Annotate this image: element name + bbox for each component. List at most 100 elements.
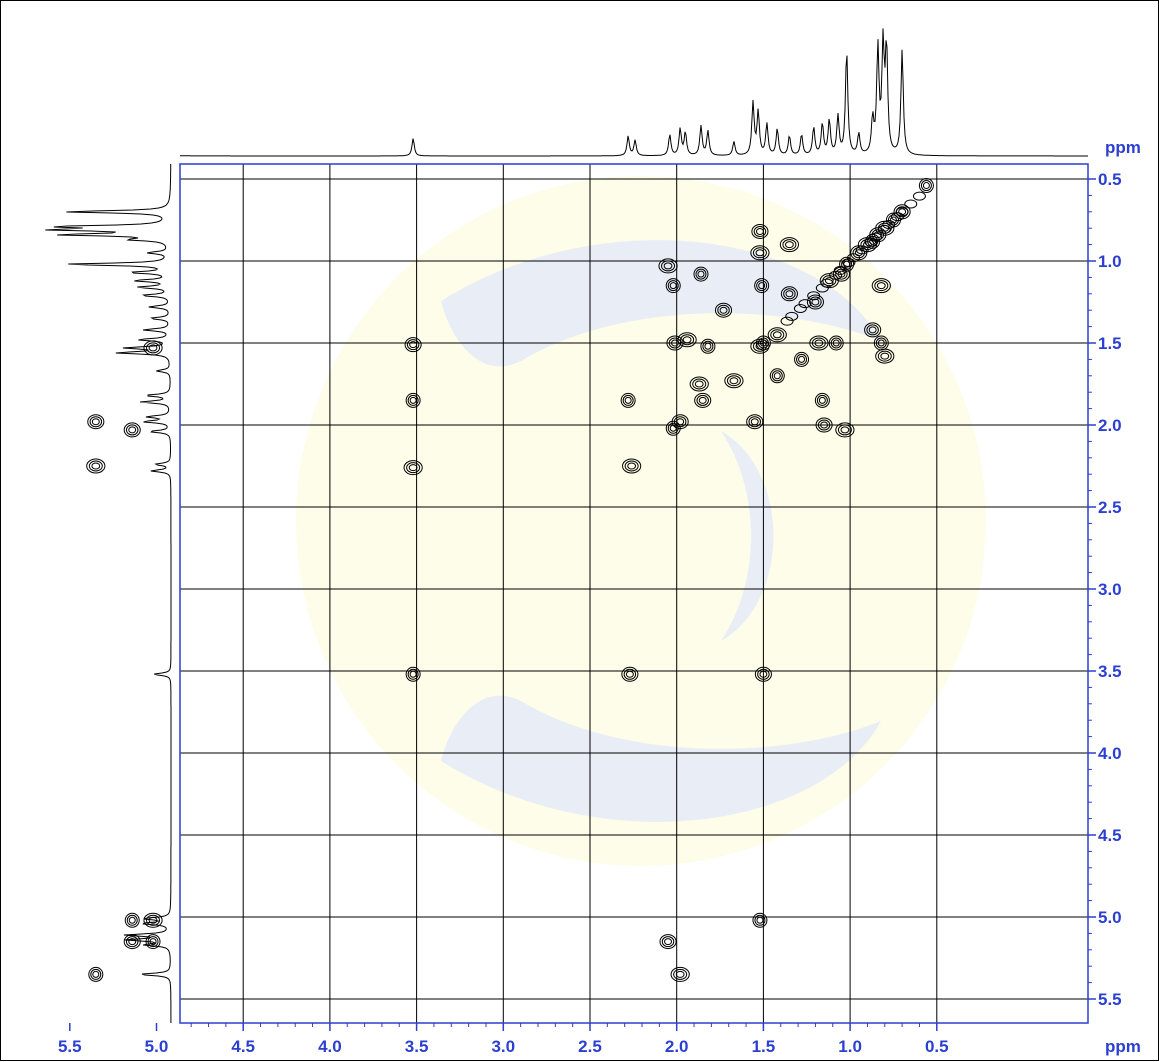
cross-peak <box>779 237 800 253</box>
contour-ring <box>877 339 885 347</box>
x-tick-label: 4.0 <box>318 1037 342 1056</box>
cross-peak <box>666 335 684 351</box>
x-axis-unit: ppm <box>1105 1037 1141 1056</box>
contour-ring <box>702 340 714 352</box>
contour-ring <box>663 262 673 270</box>
contour-ring <box>698 396 707 404</box>
contour-ring <box>920 180 932 192</box>
left-spectrum-trace <box>45 164 172 1023</box>
contour-ring <box>767 327 787 343</box>
cross-peak <box>809 335 829 351</box>
contour-ring <box>880 352 890 360</box>
contour-ring <box>898 208 907 216</box>
y-tick-label: 1.0 <box>1098 252 1122 271</box>
cross-peak <box>724 373 744 389</box>
cross-peak <box>755 335 771 351</box>
contour-ring <box>667 280 679 292</box>
x-tick-label: 2.5 <box>578 1037 602 1056</box>
contour-ring <box>837 424 852 436</box>
contour-ring <box>694 392 712 408</box>
cross-peak <box>828 335 844 351</box>
contour-ring <box>809 335 829 351</box>
contour-ring <box>123 422 141 438</box>
contour-ring <box>700 338 716 354</box>
contour-ring <box>408 464 418 472</box>
contour-ring <box>128 916 136 924</box>
contour-ring <box>625 670 634 678</box>
contour-ring <box>755 249 765 257</box>
cross-peak <box>835 422 855 438</box>
contour-ring <box>148 344 158 352</box>
cross-peak <box>620 392 636 408</box>
y-tick-label: 5.0 <box>1098 908 1122 927</box>
cross-peak <box>689 376 709 392</box>
cross-peak <box>780 286 798 302</box>
contour-ring <box>92 970 100 978</box>
cross-peak <box>123 934 141 950</box>
cross-peak <box>873 335 889 351</box>
diagonal-contour <box>829 270 843 280</box>
cross-peak <box>677 332 697 348</box>
contour-ring <box>692 378 707 390</box>
contour-ring <box>756 916 764 924</box>
diagonal-contour <box>904 199 918 209</box>
contour-ring <box>757 337 769 349</box>
contour-ring <box>750 245 770 261</box>
x-tick-label: 3.0 <box>491 1037 515 1056</box>
contour-ring <box>783 288 796 300</box>
contour-ring <box>754 278 770 294</box>
contour-ring <box>785 290 794 298</box>
contour-ring <box>758 282 766 290</box>
contour-ring <box>726 375 741 387</box>
y-tick-label: 4.5 <box>1098 826 1122 845</box>
contour-ring <box>755 227 764 235</box>
diagonal-contour <box>842 258 856 268</box>
cross-peak <box>794 351 810 367</box>
cross-peak <box>658 258 678 274</box>
diagonal-contour <box>833 265 847 275</box>
contour-ring <box>918 178 934 194</box>
y-axis-ticks: 0.5 1.0 1.5 2.0 2.5 3.0 3.5 4.0 4.5 5.0 5.5 <box>1088 170 1122 1009</box>
contour-ring <box>874 280 889 292</box>
cross-peak <box>659 934 677 950</box>
cross-peak <box>814 392 830 408</box>
contour-ring <box>406 462 421 474</box>
contour-ring <box>772 331 782 339</box>
contour-ring <box>89 416 103 428</box>
contour-ring <box>88 460 103 472</box>
contour-ring <box>876 282 886 290</box>
cross-peak <box>754 278 770 294</box>
contour-ring <box>875 348 895 364</box>
contour-ring <box>624 460 639 472</box>
contour-ring <box>126 914 138 926</box>
contour-ring <box>717 304 730 316</box>
contour-ring <box>794 351 810 367</box>
cross-peak <box>405 666 421 682</box>
x-tick-label: 3.5 <box>405 1037 429 1056</box>
cross-peak <box>769 368 785 384</box>
cross-peak <box>670 966 690 982</box>
contour-ring <box>665 278 681 294</box>
contour-ring <box>693 266 709 282</box>
contour-ring <box>405 392 421 408</box>
contour-ring <box>91 418 100 426</box>
contour-ring <box>671 414 689 430</box>
cross-peak <box>671 414 689 430</box>
contour-ring <box>864 322 882 338</box>
contour-ring <box>806 294 824 310</box>
contour-ring <box>407 668 419 680</box>
x-axis-ticks: 5.5 5.0 4.5 4.0 3.5 3.0 2.5 2.0 1.5 1.0 0.5 <box>58 1023 949 1056</box>
contour-ring <box>755 335 771 351</box>
y-axis-unit: ppm <box>1105 138 1141 157</box>
cross-peak <box>871 278 891 294</box>
diagonal-contour <box>820 278 834 288</box>
contour-ring <box>409 396 417 404</box>
contour-ring <box>811 337 826 349</box>
diagonal-contour <box>882 219 896 229</box>
contour-ring <box>88 966 104 982</box>
contour-ring <box>815 417 833 433</box>
watermark-swoosh-bottom <box>441 695 881 822</box>
contour-ring <box>696 394 709 406</box>
contour-ring <box>143 912 163 928</box>
